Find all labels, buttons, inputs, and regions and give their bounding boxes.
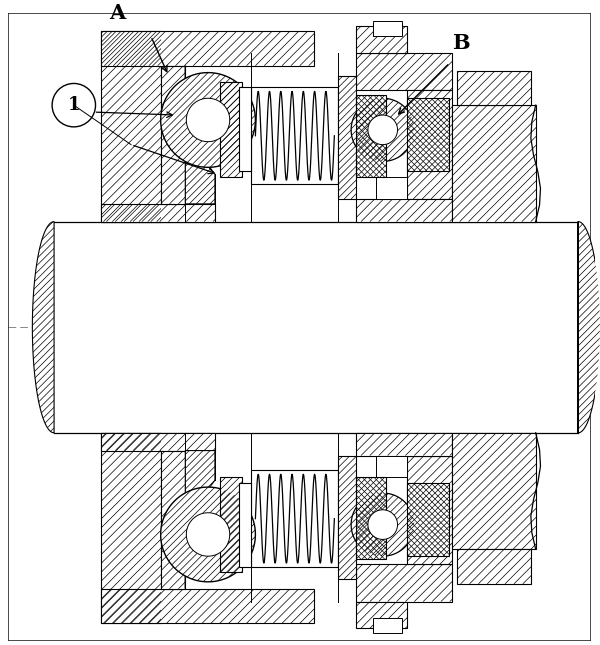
Polygon shape — [356, 95, 386, 177]
Text: B: B — [452, 33, 469, 53]
Polygon shape — [161, 73, 256, 167]
Polygon shape — [185, 451, 215, 589]
Polygon shape — [368, 510, 398, 539]
Text: A: A — [109, 3, 125, 23]
Polygon shape — [161, 451, 185, 589]
Polygon shape — [101, 31, 314, 66]
Circle shape — [52, 83, 95, 127]
Polygon shape — [351, 493, 414, 556]
Polygon shape — [187, 98, 230, 142]
Polygon shape — [368, 115, 398, 144]
Polygon shape — [239, 483, 251, 567]
Polygon shape — [356, 199, 452, 222]
Polygon shape — [457, 70, 531, 105]
Polygon shape — [457, 550, 531, 584]
Polygon shape — [101, 31, 161, 222]
Polygon shape — [251, 88, 338, 184]
Polygon shape — [356, 477, 386, 559]
Polygon shape — [356, 433, 452, 455]
Polygon shape — [578, 222, 600, 433]
Polygon shape — [161, 66, 185, 204]
Polygon shape — [373, 619, 403, 633]
Text: 1: 1 — [68, 96, 80, 114]
Polygon shape — [407, 98, 449, 172]
Polygon shape — [101, 433, 215, 451]
Polygon shape — [161, 487, 256, 582]
Polygon shape — [185, 66, 215, 204]
Polygon shape — [338, 75, 356, 199]
Polygon shape — [220, 83, 242, 177]
Polygon shape — [251, 470, 338, 567]
Polygon shape — [356, 602, 407, 628]
Polygon shape — [54, 222, 578, 433]
Polygon shape — [220, 477, 242, 572]
Polygon shape — [32, 222, 54, 433]
Polygon shape — [452, 105, 536, 222]
Polygon shape — [239, 88, 251, 172]
Polygon shape — [376, 455, 407, 477]
Polygon shape — [356, 564, 452, 602]
Polygon shape — [187, 513, 230, 556]
Polygon shape — [351, 98, 414, 161]
Polygon shape — [373, 21, 403, 36]
Polygon shape — [356, 53, 452, 90]
Polygon shape — [338, 455, 356, 579]
Polygon shape — [101, 589, 314, 623]
Polygon shape — [452, 433, 536, 550]
Polygon shape — [356, 26, 407, 53]
Polygon shape — [407, 455, 452, 564]
Polygon shape — [407, 90, 452, 199]
Polygon shape — [101, 433, 161, 623]
Polygon shape — [376, 177, 407, 199]
Polygon shape — [101, 204, 215, 222]
Polygon shape — [407, 483, 449, 556]
